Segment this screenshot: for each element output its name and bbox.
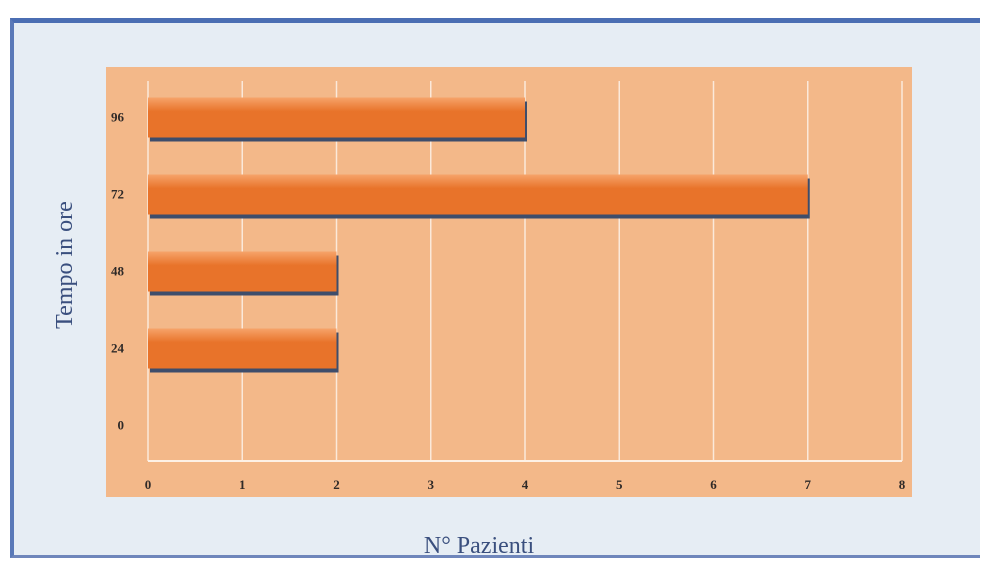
x-tick-label: 3	[428, 477, 435, 492]
bar-96	[148, 97, 525, 138]
x-tick-labels: 0 1 2 3 4 5 6 7 8	[145, 477, 906, 492]
x-tick-label: 8	[899, 477, 906, 492]
y-tick-label: 96	[111, 110, 125, 125]
y-tick-label: 48	[111, 264, 125, 279]
bar-72	[148, 174, 808, 215]
bars-layer	[148, 97, 810, 373]
bar-chart: 0 1 2 3 4 5 6 7 8 96 72 48 24 0 N° Pazienti Tempo in…	[52, 67, 912, 559]
x-tick-label: 2	[333, 477, 340, 492]
x-tick-label: 6	[710, 477, 717, 492]
bar-24	[148, 328, 337, 369]
x-axis-title: N° Pazienti	[424, 533, 535, 559]
y-tick-labels: 96 72 48 24 0	[111, 110, 125, 433]
chart-frame: 0 1 2 3 4 5 6 7 8 96 72 48 24 0 N° Pazienti Tempo in…	[10, 18, 980, 559]
y-axis-title: Tempo in ore	[52, 201, 78, 329]
y-tick-label: 0	[118, 418, 125, 433]
x-tick-label: 0	[145, 477, 152, 492]
x-tick-label: 5	[616, 477, 623, 492]
x-tick-label: 4	[522, 477, 529, 492]
bar-48	[148, 251, 337, 292]
x-tick-label: 7	[805, 477, 812, 492]
x-tick-label: 1	[239, 477, 246, 492]
y-tick-label: 24	[111, 341, 125, 356]
y-tick-label: 72	[111, 187, 124, 202]
